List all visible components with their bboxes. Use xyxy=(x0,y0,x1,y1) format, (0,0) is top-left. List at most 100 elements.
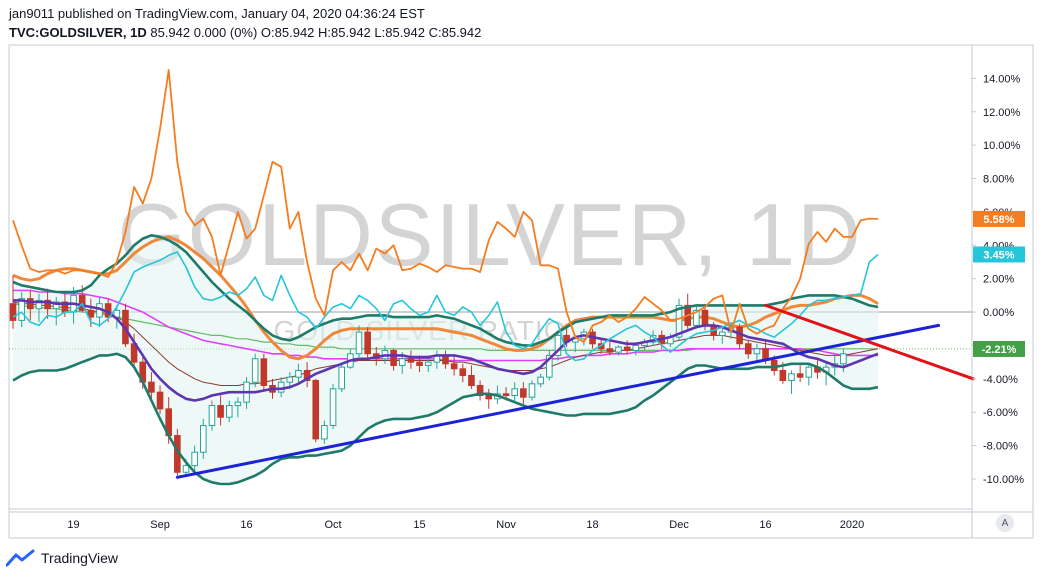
y-tick-label: -8.00% xyxy=(983,441,1018,453)
candle-body xyxy=(450,363,458,370)
candle-body xyxy=(606,348,614,353)
series-bb-lower xyxy=(12,352,879,486)
candle-body xyxy=(701,309,709,326)
candle-body xyxy=(182,465,190,473)
y-tick-label: -6.00% xyxy=(983,407,1018,419)
y-tick-label: 0.00% xyxy=(983,307,1014,319)
candle-body xyxy=(113,309,121,318)
candle-body xyxy=(632,344,640,351)
x-tick-label: Nov xyxy=(496,519,516,531)
price-label-text: -2.21% xyxy=(982,344,1017,356)
candle-body xyxy=(476,384,484,397)
candle-body xyxy=(753,348,761,355)
series-ma-orange xyxy=(12,235,879,361)
series-ma-purple xyxy=(13,299,879,402)
candle-body xyxy=(217,405,224,418)
candle-body xyxy=(355,331,363,355)
candle-body xyxy=(693,309,700,326)
candle-body xyxy=(779,369,787,381)
candle-body xyxy=(78,294,86,311)
candle-body xyxy=(286,376,294,383)
logo-text: TradingView xyxy=(41,550,119,566)
x-tick-label: Dec xyxy=(669,519,689,531)
candle-body xyxy=(234,401,242,407)
price-label-box xyxy=(973,340,1025,357)
tradingview-logo-icon xyxy=(6,549,35,567)
publish-info: jan9011 published on TradingView.com, Ja… xyxy=(9,6,425,21)
x-tick-label: 2020 xyxy=(840,519,864,531)
candle-body xyxy=(200,425,207,453)
candle-body xyxy=(329,388,337,427)
candle-body xyxy=(225,405,233,418)
auto-scale-button[interactable]: A xyxy=(996,514,1014,532)
y-tick-label: -10.00% xyxy=(983,474,1024,486)
candle-body xyxy=(719,331,726,336)
price-label-box xyxy=(973,210,1025,227)
x-tick-label: 15 xyxy=(413,519,425,531)
candle-body xyxy=(52,301,60,310)
x-tick-label: Sep xyxy=(150,519,170,531)
candle-body xyxy=(18,298,25,321)
candle-body xyxy=(148,381,155,393)
candle-body xyxy=(520,388,527,398)
series-atr-orange xyxy=(12,69,879,344)
candle-body xyxy=(251,358,259,383)
candle-body xyxy=(398,358,406,366)
candle-body xyxy=(615,346,622,353)
candle-body xyxy=(35,299,43,310)
candle-body xyxy=(554,334,562,356)
candle-body xyxy=(9,303,17,321)
candle-body xyxy=(407,358,415,363)
candle-body xyxy=(840,353,847,365)
candle-body xyxy=(546,354,553,378)
y-tick-label: 2.00% xyxy=(983,274,1014,286)
symbol-name: TVC:GOLDSILVER, 1D xyxy=(9,25,147,40)
y-tick-label: 8.00% xyxy=(983,174,1014,186)
candle-body xyxy=(260,358,268,386)
candle-body xyxy=(87,309,95,318)
y-tick-label: 10.00% xyxy=(983,140,1021,152)
candle-body xyxy=(744,343,752,355)
candle-body xyxy=(27,298,34,310)
candle-body xyxy=(459,368,467,376)
candle-body xyxy=(468,374,475,386)
trendline-support xyxy=(175,323,941,479)
ohlc-values: 85.942 0.000 (0%) O:85.942 H:85.942 L:85… xyxy=(150,25,482,40)
x-tick-label: 18 xyxy=(586,519,598,531)
candle-body xyxy=(424,361,432,366)
tradingview-logo[interactable]: TradingView xyxy=(6,549,118,567)
candle-body xyxy=(788,373,795,381)
candle-body xyxy=(208,405,216,427)
candle-body xyxy=(511,388,518,397)
candle-body xyxy=(321,425,328,440)
x-tick-label: Oct xyxy=(324,519,341,531)
candle-body xyxy=(623,346,631,351)
candle-body xyxy=(156,391,164,410)
candle-body xyxy=(338,366,345,390)
price-label-text: 3.45% xyxy=(983,249,1014,261)
candle-body xyxy=(528,383,536,398)
candle-body xyxy=(796,373,804,378)
candle-body xyxy=(312,379,320,440)
candle-body xyxy=(303,369,311,381)
candle-body xyxy=(675,304,683,338)
y-tick-label: -4.00% xyxy=(983,374,1018,386)
symbol-info: TVC:GOLDSILVER, 1D 85.942 0.000 (0%) O:8… xyxy=(9,25,481,40)
watermark: GOLDSILVER, 1D xyxy=(117,185,862,284)
series-bb-upper xyxy=(12,234,879,347)
candle-body xyxy=(295,369,302,378)
trendline-resistance xyxy=(764,303,975,381)
candle-body xyxy=(191,451,198,467)
candle-body xyxy=(390,349,397,366)
candle-body xyxy=(502,393,510,397)
x-tick-label: 16 xyxy=(240,519,252,531)
price-label-box xyxy=(973,246,1025,263)
candle-body xyxy=(364,331,371,355)
x-tick-label: 16 xyxy=(759,519,771,531)
y-tick-label: 14.00% xyxy=(983,73,1021,85)
candle-body xyxy=(485,395,493,400)
candle-body xyxy=(571,338,579,343)
x-tick-label: 19 xyxy=(67,519,79,531)
chart-border xyxy=(8,44,1034,539)
